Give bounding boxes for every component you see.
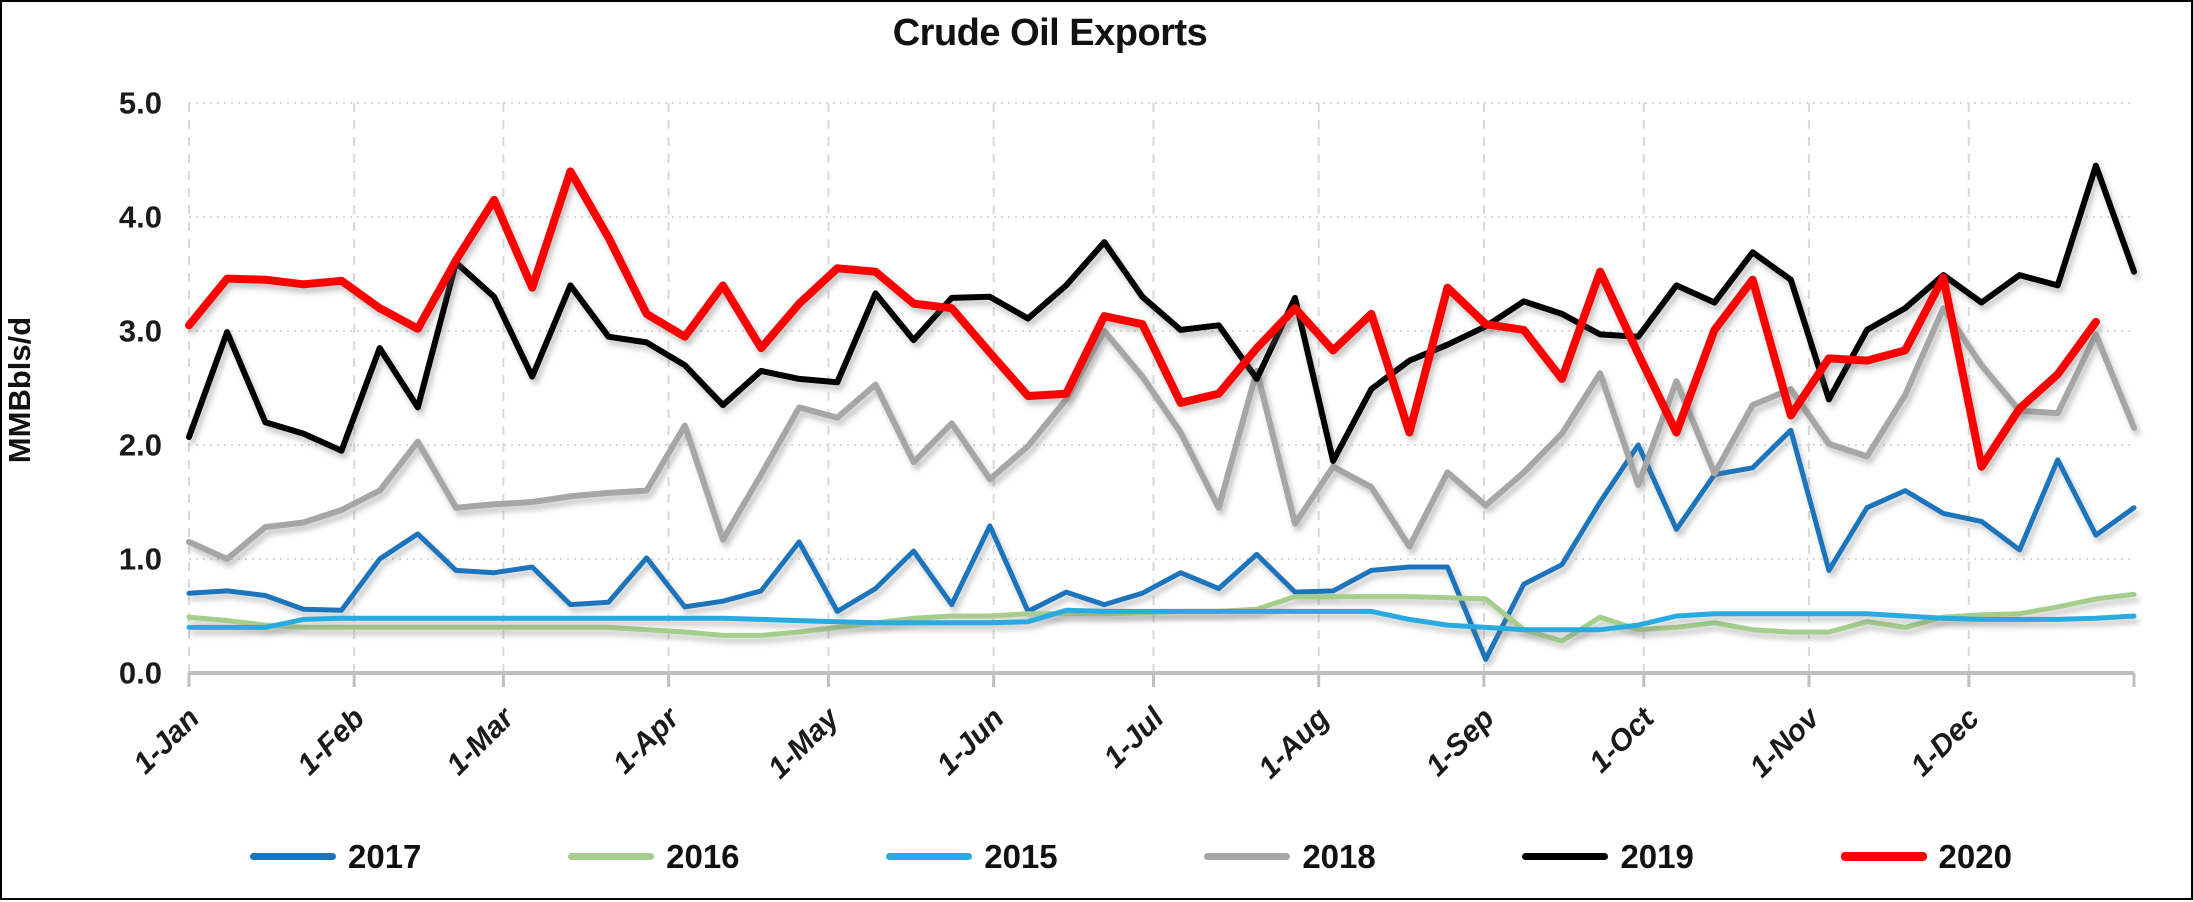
legend-swatch-2019 xyxy=(1522,853,1609,860)
legend-item-2018: 2018 xyxy=(1204,838,1376,875)
legend-item-2015: 2015 xyxy=(886,838,1058,875)
legend-label: 2017 xyxy=(348,838,422,875)
series-line-2020 xyxy=(185,167,2100,471)
legend-label: 2018 xyxy=(1302,838,1376,875)
chart-title: Crude Oil Exports xyxy=(892,12,1208,54)
legend-label: 2020 xyxy=(1938,838,2012,875)
x-tick-label: 1-Nov xyxy=(1744,700,1828,784)
x-tick-label: 1-Sep xyxy=(1420,702,1501,783)
legend-swatch-2020 xyxy=(1840,852,1927,861)
y-tick-label: 4.0 xyxy=(119,200,162,235)
x-tick-label: 1-Oct xyxy=(1583,700,1662,779)
x-tick-label: 1-May xyxy=(762,701,846,785)
legend-item-2019: 2019 xyxy=(1522,838,1694,875)
legend-swatch-2018 xyxy=(1204,853,1291,860)
x-tick-label: 1-Jan xyxy=(127,702,206,781)
legend-swatch-2016 xyxy=(568,853,655,860)
x-tick-label: 1-Dec xyxy=(1905,701,1986,782)
legend: 2017 2016 2015 2018 2019 2020 xyxy=(250,840,2012,873)
x-tick-label: 1-Jun xyxy=(931,702,1011,782)
legend-item-2017: 2017 xyxy=(250,840,421,873)
x-tick-label: 1-Apr xyxy=(607,700,687,780)
y-axis-title: MMBbls/d xyxy=(2,316,37,464)
legend-swatch-2015 xyxy=(886,853,973,860)
x-tick-label: 1-Aug xyxy=(1252,702,1335,785)
y-tick-label: 0.0 xyxy=(119,656,162,691)
series-line-2017 xyxy=(186,427,2137,662)
series-line-2019 xyxy=(186,162,2137,464)
legend-item-2020: 2020 xyxy=(1840,838,2012,875)
y-tick-label: 5.0 xyxy=(119,86,162,121)
series-line-2015 xyxy=(186,607,2137,633)
legend-swatch-2017 xyxy=(250,853,336,860)
y-tick-label: 2.0 xyxy=(119,428,162,463)
legend-label: 2016 xyxy=(666,838,740,875)
x-tick-label: 1-Jul xyxy=(1098,701,1171,774)
legend-item-2016: 2016 xyxy=(568,838,740,875)
x-tick-label: 1-Feb xyxy=(291,702,371,782)
y-tick-label: 3.0 xyxy=(119,314,162,349)
legend-label: 2019 xyxy=(1620,838,1694,875)
series-line-2018 xyxy=(186,305,2137,562)
legend-label: 2015 xyxy=(984,838,1058,875)
y-tick-label: 1.0 xyxy=(119,542,162,577)
x-tick-label: 1-Mar xyxy=(440,700,522,782)
